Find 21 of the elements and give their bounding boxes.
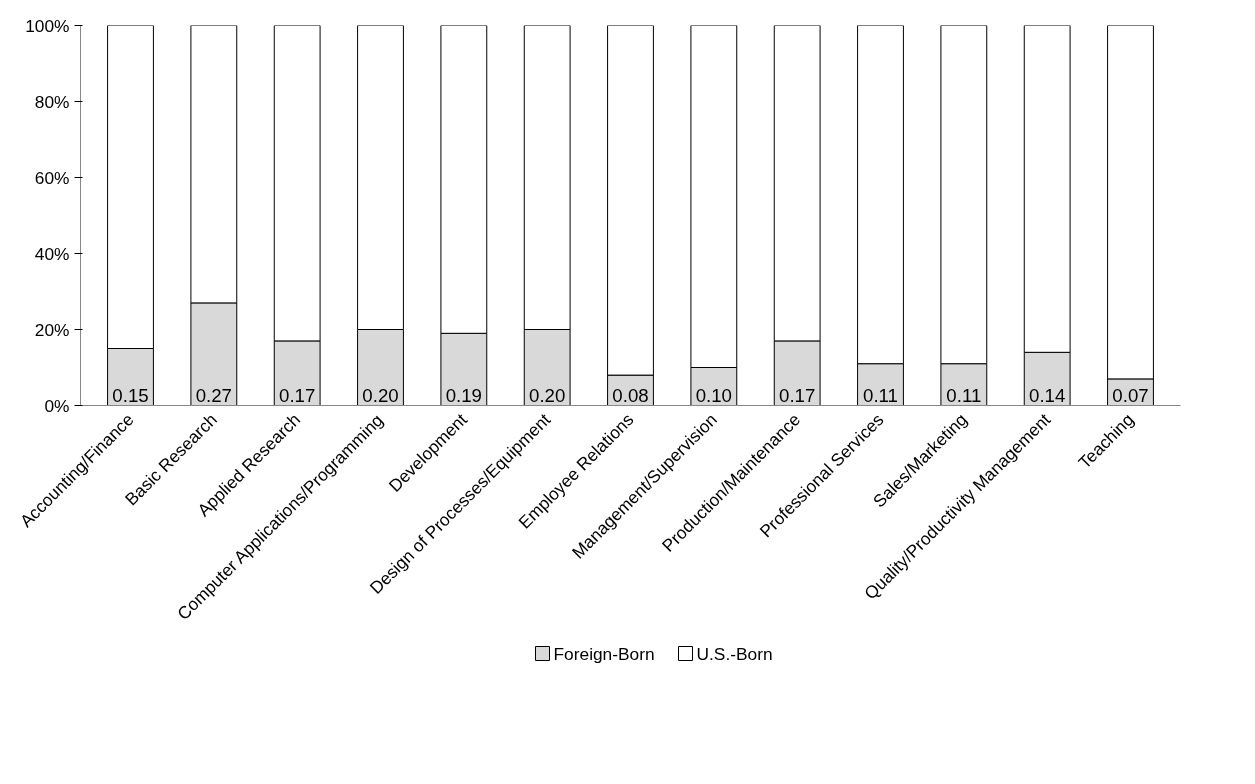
data-label: 0.15 [112, 384, 149, 406]
y-tick-label: 60% [34, 167, 70, 188]
data-label: 0.19 [445, 384, 482, 406]
data-label: 0.17 [779, 384, 816, 406]
y-tick-label: 100% [25, 15, 70, 36]
legend-label: Foreign-Born [553, 643, 655, 664]
y-tick-label: 40% [34, 243, 70, 264]
data-label: 0.11 [946, 384, 982, 406]
y-tick-label: 0% [44, 395, 70, 416]
data-label: 0.11 [863, 384, 898, 406]
data-label: 0.20 [362, 384, 399, 406]
data-label: 0.14 [1029, 384, 1066, 406]
y-tick-label: 20% [34, 319, 70, 340]
data-label: 0.27 [195, 384, 232, 406]
data-label: 0.17 [279, 384, 316, 406]
data-label: 0.08 [612, 384, 649, 406]
y-tick-label: 80% [34, 91, 70, 112]
data-label: 0.10 [695, 384, 732, 406]
legend-label: U.S.-Born [696, 643, 773, 664]
data-label: 0.20 [529, 384, 566, 406]
data-label: 0.07 [1112, 384, 1149, 406]
